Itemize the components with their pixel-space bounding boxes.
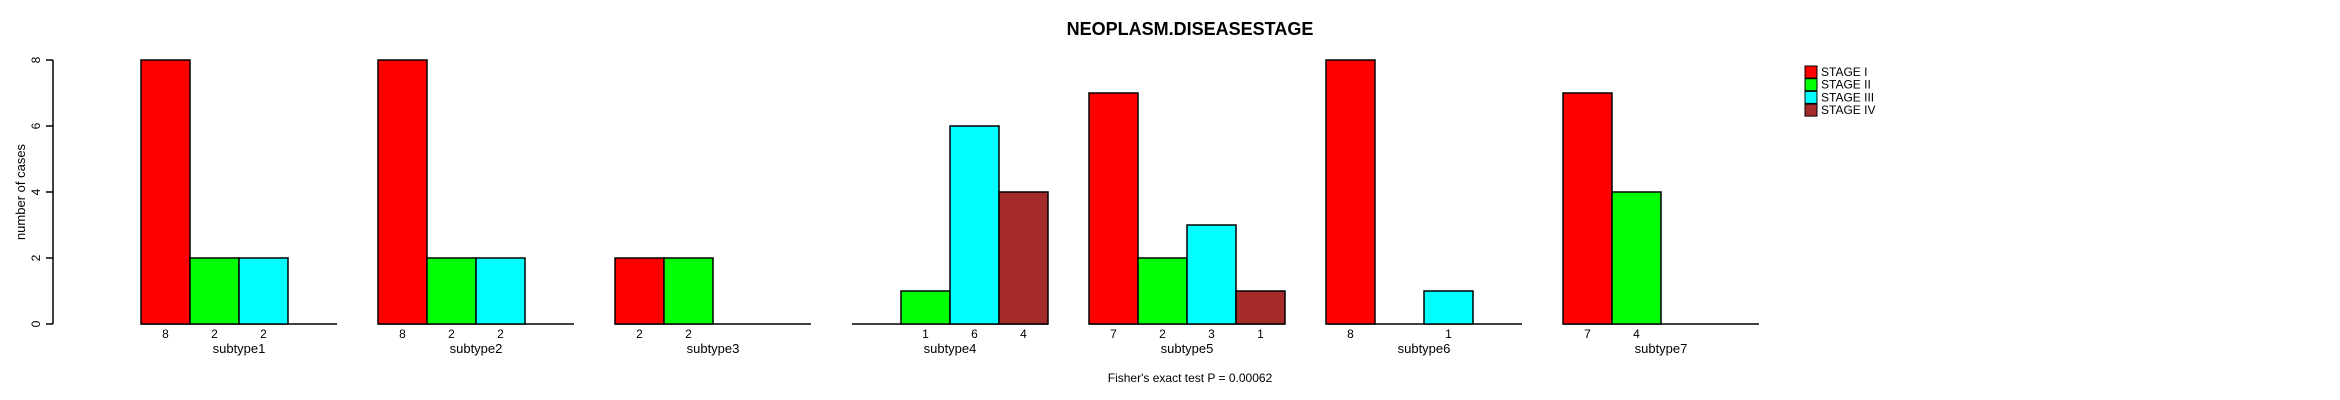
bar-stage-iv-subtype5 xyxy=(1235,290,1286,325)
bar-value-label: 2 xyxy=(211,327,218,341)
bar-stage-ii-subtype4 xyxy=(900,290,951,325)
bar-value-label: 7 xyxy=(1584,327,1591,341)
y-tick-label: 0 xyxy=(29,320,43,327)
bar-stage-i-subtype7 xyxy=(1562,92,1613,325)
y-tick-label: 4 xyxy=(29,188,43,195)
bar-value-label: 1 xyxy=(922,327,929,341)
y-axis-label: number of cases xyxy=(13,143,28,240)
bar-value-label: 8 xyxy=(162,327,169,341)
bar-stage-iii-subtype4 xyxy=(949,125,1000,325)
x-category-label: subtype3 xyxy=(687,341,740,356)
bar-stage-i-subtype2 xyxy=(377,59,428,325)
chart-annotation: Fisher's exact test P = 0.00062 xyxy=(1108,371,1273,385)
bar-stage-i-subtype6 xyxy=(1325,59,1376,325)
bar-value-label: 2 xyxy=(260,327,267,341)
bar-value-label: 8 xyxy=(399,327,406,341)
bar-stage-iv-subtype4 xyxy=(998,191,1049,325)
legend-swatch-stage-iii xyxy=(1804,90,1818,104)
bar-stage-ii-subtype5 xyxy=(1137,257,1188,325)
x-category-label: subtype7 xyxy=(1635,341,1688,356)
bar-value-label: 7 xyxy=(1110,327,1117,341)
bar-value-label: 1 xyxy=(1257,327,1264,341)
y-tick-label: 2 xyxy=(29,254,43,261)
legend-label-stage-i: STAGE I xyxy=(1821,65,1867,79)
bar-value-label: 2 xyxy=(448,327,455,341)
bar-stage-iii-subtype6 xyxy=(1423,290,1474,325)
bar-value-label: 2 xyxy=(685,327,692,341)
bar-stage-ii-subtype3 xyxy=(663,257,714,325)
legend-label-stage-iv: STAGE IV xyxy=(1821,103,1875,117)
x-category-label: subtype4 xyxy=(924,341,977,356)
bar-value-label: 8 xyxy=(1347,327,1354,341)
bar-stage-iii-subtype5 xyxy=(1186,224,1237,325)
x-category-label: subtype1 xyxy=(213,341,266,356)
bar-value-label: 4 xyxy=(1633,327,1640,341)
bar-value-label: 3 xyxy=(1208,327,1215,341)
bar-stage-i-subtype5 xyxy=(1088,92,1139,325)
legend-swatch-stage-i xyxy=(1804,65,1818,79)
bar-value-label: 6 xyxy=(971,327,978,341)
bar-value-label: 2 xyxy=(1159,327,1166,341)
legend-label-stage-iii: STAGE III xyxy=(1821,90,1874,104)
bar-stage-ii-subtype2 xyxy=(426,257,477,325)
x-category-label: subtype6 xyxy=(1398,341,1451,356)
bar-stage-iii-subtype2 xyxy=(475,257,526,325)
bar-value-label: 1 xyxy=(1445,327,1452,341)
bar-stage-ii-subtype7 xyxy=(1611,191,1662,325)
bar-value-label: 4 xyxy=(1020,327,1027,341)
y-tick-label: 8 xyxy=(29,56,43,63)
bar-stage-ii-subtype1 xyxy=(189,257,240,325)
legend-swatch-stage-iv xyxy=(1804,103,1818,117)
y-tick-label: 6 xyxy=(29,122,43,129)
bar-value-label: 2 xyxy=(636,327,643,341)
x-category-label: subtype5 xyxy=(1161,341,1214,356)
bar-stage-i-subtype3 xyxy=(614,257,665,325)
bar-stage-i-subtype1 xyxy=(140,59,191,325)
legend-label-stage-ii: STAGE II xyxy=(1821,78,1871,92)
legend-swatch-stage-ii xyxy=(1804,78,1818,92)
chart-title: NEOPLASM.DISEASESTAGE xyxy=(1067,19,1314,39)
bar-stage-iii-subtype1 xyxy=(238,257,289,325)
x-category-label: subtype2 xyxy=(450,341,503,356)
bar-value-label: 2 xyxy=(497,327,504,341)
